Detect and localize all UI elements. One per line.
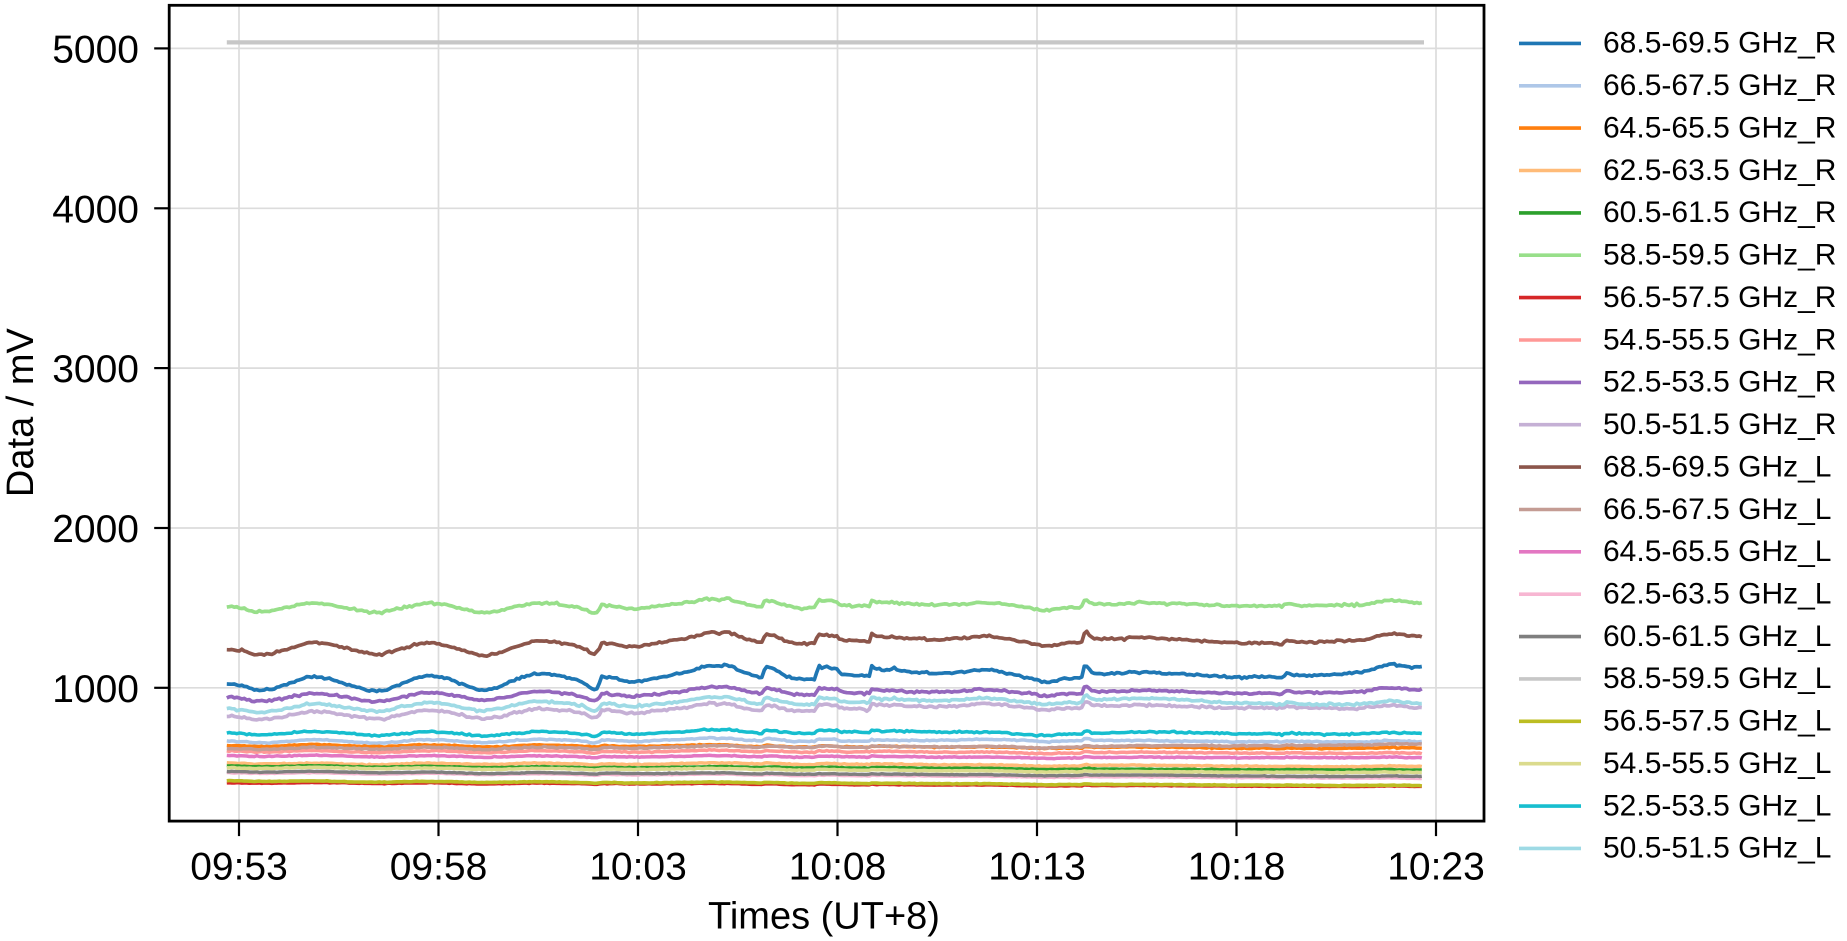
svg-text:10:23: 10:23 bbox=[1387, 846, 1485, 889]
svg-text:60.5-61.5 GHz_L: 60.5-61.5 GHz_L bbox=[1603, 620, 1831, 653]
svg-text:52.5-53.5 GHz_L: 52.5-53.5 GHz_L bbox=[1603, 789, 1831, 822]
svg-text:10:08: 10:08 bbox=[789, 846, 887, 889]
svg-text:62.5-63.5 GHz_L: 62.5-63.5 GHz_L bbox=[1603, 578, 1831, 611]
svg-text:1000: 1000 bbox=[52, 668, 139, 711]
svg-text:60.5-61.5 GHz_R: 60.5-61.5 GHz_R bbox=[1603, 196, 1836, 229]
svg-text:62.5-63.5 GHz_R: 62.5-63.5 GHz_R bbox=[1603, 154, 1836, 187]
svg-text:09:53: 09:53 bbox=[190, 846, 288, 889]
svg-text:68.5-69.5 GHz_R: 68.5-69.5 GHz_R bbox=[1603, 27, 1836, 60]
svg-text:10:18: 10:18 bbox=[1188, 846, 1286, 889]
svg-text:64.5-65.5 GHz_L: 64.5-65.5 GHz_L bbox=[1603, 535, 1831, 568]
svg-text:54.5-55.5 GHz_R: 54.5-55.5 GHz_R bbox=[1603, 323, 1836, 356]
svg-text:50.5-51.5 GHz_R: 50.5-51.5 GHz_R bbox=[1603, 408, 1836, 441]
svg-text:10:13: 10:13 bbox=[988, 846, 1086, 889]
svg-text:68.5-69.5 GHz_L: 68.5-69.5 GHz_L bbox=[1603, 450, 1831, 483]
svg-text:Times (UT+8): Times (UT+8) bbox=[708, 896, 940, 938]
svg-text:50.5-51.5 GHz_L: 50.5-51.5 GHz_L bbox=[1603, 832, 1831, 865]
svg-text:52.5-53.5 GHz_R: 52.5-53.5 GHz_R bbox=[1603, 366, 1836, 399]
svg-text:56.5-57.5 GHz_R: 56.5-57.5 GHz_R bbox=[1603, 281, 1836, 314]
svg-text:58.5-59.5 GHz_R: 58.5-59.5 GHz_R bbox=[1603, 239, 1836, 272]
svg-text:3000: 3000 bbox=[52, 348, 139, 391]
svg-text:10:03: 10:03 bbox=[589, 846, 687, 889]
svg-text:Data / mV: Data / mV bbox=[0, 327, 42, 497]
svg-text:56.5-57.5 GHz_L: 56.5-57.5 GHz_L bbox=[1603, 705, 1831, 738]
svg-text:54.5-55.5 GHz_L: 54.5-55.5 GHz_L bbox=[1603, 747, 1831, 780]
svg-text:64.5-65.5 GHz_R: 64.5-65.5 GHz_R bbox=[1603, 111, 1836, 144]
svg-text:66.5-67.5 GHz_L: 66.5-67.5 GHz_L bbox=[1603, 493, 1831, 526]
svg-text:66.5-67.5 GHz_R: 66.5-67.5 GHz_R bbox=[1603, 69, 1836, 102]
svg-text:2000: 2000 bbox=[52, 508, 139, 551]
svg-text:58.5-59.5 GHz_L: 58.5-59.5 GHz_L bbox=[1603, 662, 1831, 695]
svg-text:09:58: 09:58 bbox=[390, 846, 488, 889]
svg-text:4000: 4000 bbox=[52, 188, 139, 231]
svg-text:5000: 5000 bbox=[52, 28, 139, 71]
